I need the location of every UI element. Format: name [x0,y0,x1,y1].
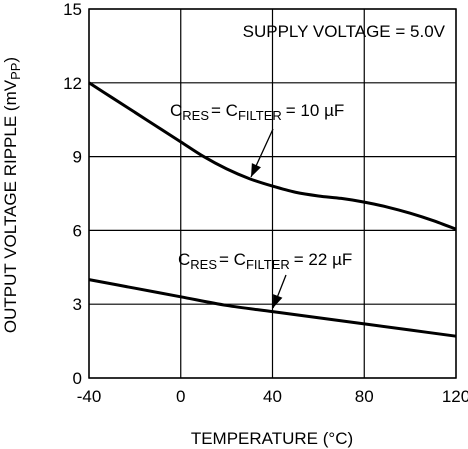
y-axis-title: OUTPUT VOLTAGE RIPPLE (mVPP) [1,57,23,333]
grid-lines [88,8,457,379]
y-tick-label-5: 15 [63,0,82,19]
x-tick-label-0: -40 [77,387,102,406]
label-arrow-head-0 [251,163,261,177]
x-tick-labels: -40 0 40 80 120 [77,387,468,406]
series-label-22uf: CRES = CFILTER = 22 µF [178,250,352,272]
plot-frame [88,8,457,379]
y-tick-label-0: 0 [73,369,82,388]
x-tick-label-4: 120 [442,387,468,406]
x-tick-label-2: 40 [263,387,282,406]
y-tick-label-3: 9 [73,148,82,167]
y-tick-label-2: 6 [73,221,82,240]
y-tick-label-1: 3 [73,295,82,314]
series-line-1 [88,278,457,338]
supply-voltage-annotation: SUPPLY VOLTAGE = 5.0V [243,22,446,41]
y-tick-labels: 0 3 6 9 12 15 [63,0,82,388]
x-tick-label-3: 80 [355,387,374,406]
x-tick-label-1: 0 [176,387,185,406]
y-tick-label-4: 12 [63,74,82,93]
series-lines [88,81,457,338]
label-arrows [250,128,287,309]
series-label-10uf: CRES = CFILTER = 10 µF [170,101,344,123]
x-axis-title: TEMPERATURE (°C) [191,429,353,448]
series-line-0 [88,81,457,231]
label-arrow-head-1 [273,294,283,308]
